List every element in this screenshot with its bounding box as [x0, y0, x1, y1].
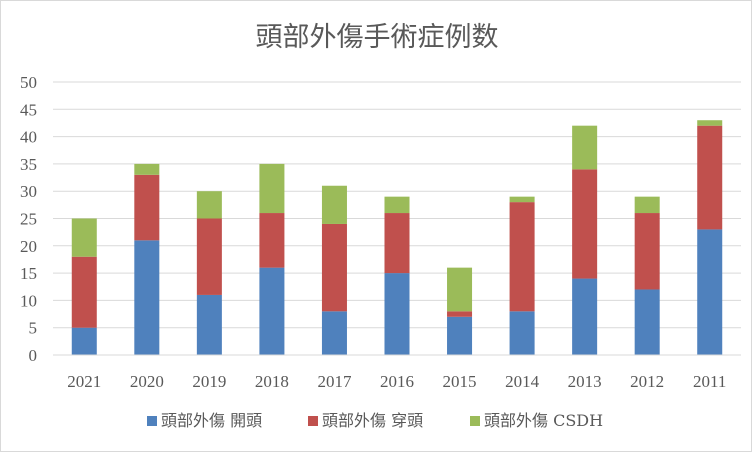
x-tick-label: 2021 [67, 372, 101, 391]
bar-segment-2011-series-2 [697, 125, 723, 230]
bar-segment-2021-series-2 [71, 256, 97, 328]
x-tick-label: 2011 [693, 372, 726, 391]
bar-segment-2014-series-1 [509, 311, 535, 355]
x-tick-label: 2012 [630, 372, 664, 391]
x-tick-label: 2020 [130, 372, 164, 391]
bar-segment-2011-series-1 [697, 229, 723, 355]
bar-segment-2021-series-1 [71, 327, 97, 355]
bar-segment-2017-series-3 [321, 185, 347, 224]
y-tick-label: 40 [20, 128, 37, 147]
bar-segment-2019-series-2 [196, 218, 222, 295]
bar-segment-2012-series-1 [634, 289, 660, 355]
x-axis-ticks: 2021 2020 2019 2018 2017 2016 2015 2014 2013 2012… [67, 372, 726, 391]
y-tick-label: 35 [20, 155, 37, 174]
bar-segment-2016-series-3 [384, 196, 410, 214]
legend-label: 頭部外傷 開頭 [161, 411, 262, 430]
bar-segment-2016-series-1 [384, 273, 410, 355]
legend-label: 頭部外傷 穿頭 [322, 411, 423, 430]
legend-swatch [470, 416, 480, 426]
bar-segment-2013-series-1 [572, 278, 598, 355]
x-tick-label: 2014 [505, 372, 540, 391]
legend-swatch [147, 416, 157, 426]
legend: 頭部外傷 開頭 頭部外傷 穿頭 頭部外傷 CSDH [147, 411, 603, 430]
bar-segment-2020-series-1 [134, 240, 160, 355]
x-tick-label: 2019 [192, 372, 226, 391]
y-tick-label: 30 [20, 182, 37, 201]
bar-segment-2018-series-1 [259, 267, 285, 355]
y-tick-label: 5 [29, 319, 38, 338]
bar-segment-2015-series-1 [447, 316, 473, 355]
bar-segment-2013-series-2 [572, 169, 598, 279]
bar-segment-2012-series-3 [634, 196, 660, 214]
bar-segment-2019-series-1 [196, 294, 222, 355]
y-tick-label: 45 [20, 100, 37, 119]
x-tick-label: 2013 [568, 372, 602, 391]
bar-segment-2014-series-3 [509, 196, 535, 203]
x-tick-label: 2015 [443, 372, 477, 391]
y-tick-label: 20 [20, 237, 37, 256]
bar-segment-2013-series-3 [572, 125, 598, 170]
bar-segment-2015-series-3 [447, 267, 473, 312]
bar-segment-2011-series-3 [697, 120, 723, 126]
bar-segment-2017-series-2 [321, 223, 347, 312]
y-tick-label: 10 [20, 291, 37, 310]
bar-segment-2016-series-2 [384, 213, 410, 274]
chart-title: 頭部外傷手術症例数 [256, 22, 499, 53]
bar-segment-2020-series-3 [134, 163, 160, 175]
bar-segment-2018-series-3 [259, 163, 285, 214]
bar-segment-2021-series-3 [71, 218, 97, 257]
bar-segment-2017-series-1 [321, 311, 347, 355]
y-tick-label: 15 [20, 264, 37, 283]
y-tick-label: 0 [29, 346, 38, 365]
y-axis-ticks: 0 5 10 15 20 25 30 35 40 45 50 [20, 73, 37, 365]
x-tick-label: 2016 [380, 372, 414, 391]
bar-segment-2015-series-2 [447, 311, 473, 317]
bar-segment-2018-series-2 [259, 213, 285, 268]
x-tick-label: 2017 [317, 372, 352, 391]
legend-swatch [308, 416, 318, 426]
y-tick-label: 25 [20, 210, 37, 229]
bar-segment-2014-series-2 [509, 202, 535, 312]
y-tick-label: 50 [20, 73, 37, 92]
bar-segment-2019-series-3 [196, 191, 222, 219]
bars [71, 120, 723, 355]
x-tick-label: 2018 [255, 372, 289, 391]
bar-segment-2020-series-2 [134, 174, 160, 241]
bar-segment-2012-series-2 [634, 213, 660, 290]
legend-label: 頭部外傷 CSDH [484, 411, 603, 430]
